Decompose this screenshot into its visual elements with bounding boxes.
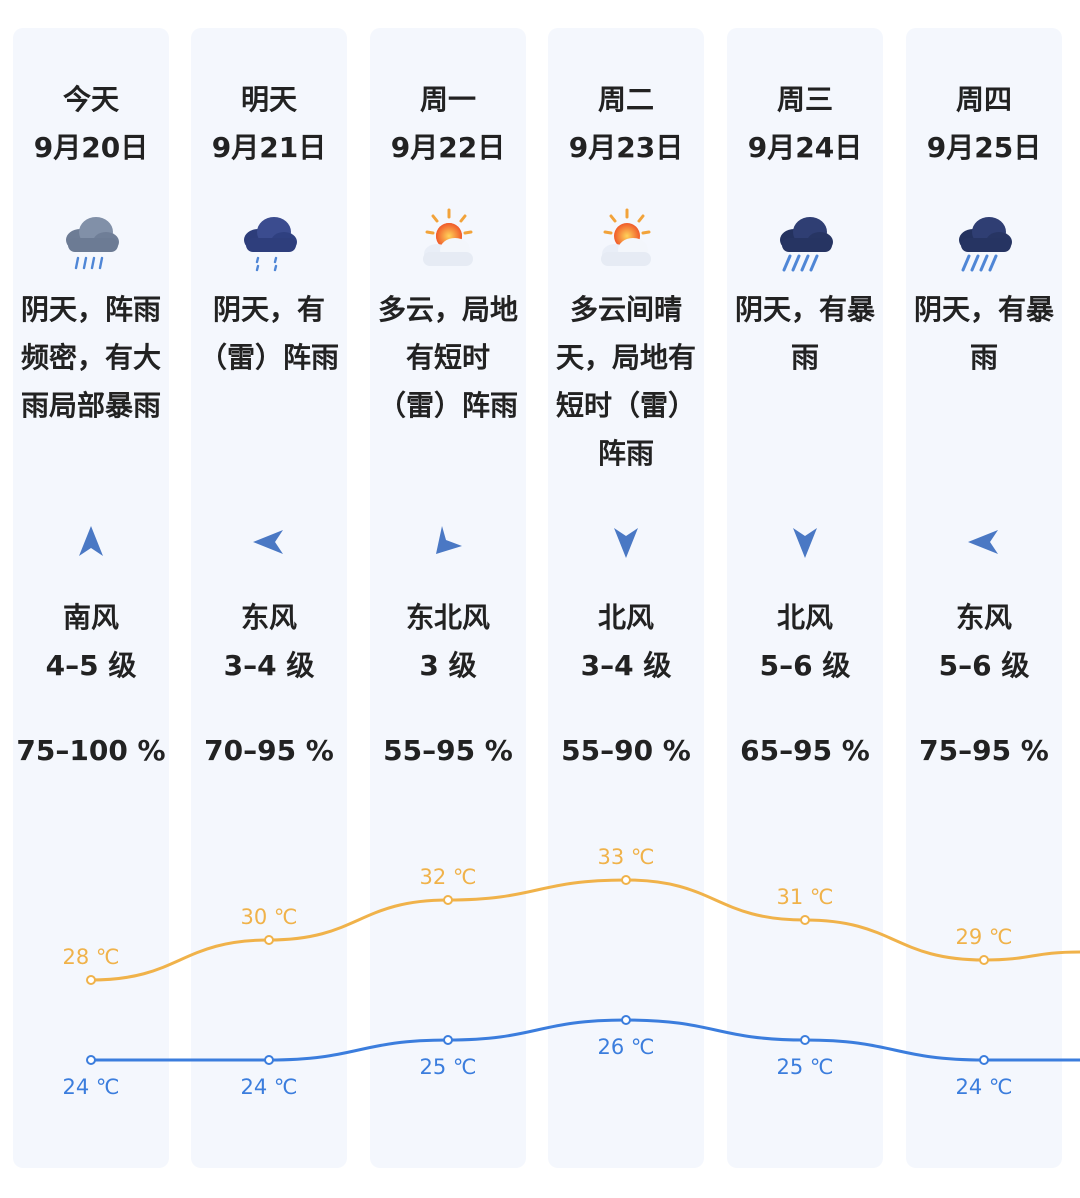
weather-description: 多云间晴 天，局地有 短时（雷） 阵雨 xyxy=(555,293,696,470)
rainstorm-cloud-icon xyxy=(949,206,1019,276)
day-card-0[interactable]: 今天 9月20日 阴天，阵雨 频密，有大 雨局部暴雨 南风 4–5 级 75–1… xyxy=(13,28,169,1168)
west-arrow-icon xyxy=(964,522,1004,562)
day-date: 9月23日 xyxy=(568,131,684,164)
wind-direction: 北风 xyxy=(597,601,654,634)
wind-direction: 南风 xyxy=(62,601,119,634)
wind-level: 3–4 级 xyxy=(580,649,672,682)
humidity-range: 55–90 % xyxy=(561,734,691,767)
wind-level: 3 级 xyxy=(419,649,477,682)
day-name: 周二 xyxy=(597,83,654,116)
humidity-range: 55–95 % xyxy=(383,734,513,767)
day-date: 9月24日 xyxy=(747,131,863,164)
southwest-arrow-icon xyxy=(428,522,468,562)
humidity-range: 75–100 % xyxy=(16,734,166,767)
south-arrow-icon xyxy=(785,522,825,562)
rain-cloud-icon xyxy=(234,206,304,276)
weather-description: 多云，局地 有短时 （雷）阵雨 xyxy=(377,293,518,422)
wind-direction: 北风 xyxy=(776,601,833,634)
wind-direction: 东风 xyxy=(240,601,297,634)
rainstorm-cloud-icon xyxy=(770,206,840,276)
wind-direction: 东风 xyxy=(955,601,1012,634)
weather-description: 阴天，有暴 雨 xyxy=(734,293,875,374)
day-date: 9月25日 xyxy=(926,131,1042,164)
humidity-range: 70–95 % xyxy=(204,734,334,767)
day-date: 9月21日 xyxy=(211,131,327,164)
heavy-rain-cloud-icon xyxy=(56,206,126,276)
day-name: 周一 xyxy=(419,83,476,116)
day-card-5[interactable]: 周四 9月25日 阴天，有暴 雨 东风 5–6 级 75–95 % xyxy=(906,28,1062,1168)
wind-level: 4–5 级 xyxy=(45,649,137,682)
day-name: 周三 xyxy=(776,83,833,116)
day-card-3[interactable]: 周二 9月23日 多云间晴 天，局地有 短时（雷） 阵雨 北风 3–4 级 55… xyxy=(548,28,704,1168)
west-arrow-icon xyxy=(249,522,289,562)
partly-cloudy-sun-icon xyxy=(591,206,661,276)
day-card-4[interactable]: 周三 9月24日 阴天，有暴 雨 北风 5–6 级 65–95 % xyxy=(727,28,883,1168)
wind-level: 3–4 级 xyxy=(223,649,315,682)
wind-level: 5–6 级 xyxy=(938,649,1030,682)
weather-description: 阴天，有暴 雨 xyxy=(913,293,1054,374)
south-arrow-icon xyxy=(606,522,646,562)
weather-description: 阴天，阵雨 频密，有大 雨局部暴雨 xyxy=(20,293,161,422)
day-date: 9月20日 xyxy=(33,131,149,164)
partly-cloudy-sun-icon xyxy=(413,206,483,276)
humidity-range: 75–95 % xyxy=(919,734,1049,767)
day-card-2[interactable]: 周一 9月22日 多云，局地 有短时 （雷）阵雨 东北风 3 级 5 xyxy=(370,28,526,1168)
day-card-1[interactable]: 明天 9月21日 阴天，有 （雷）阵雨 东风 3–4 级 70–95 % xyxy=(191,28,347,1168)
day-name: 明天 xyxy=(240,83,297,116)
north-arrow-icon xyxy=(71,522,111,562)
weather-description: 阴天，有 （雷）阵雨 xyxy=(198,293,339,374)
day-date: 9月22日 xyxy=(390,131,506,164)
wind-level: 5–6 级 xyxy=(759,649,851,682)
day-name: 今天 xyxy=(62,83,119,116)
humidity-range: 65–95 % xyxy=(740,734,870,767)
day-name: 周四 xyxy=(955,83,1012,116)
wind-direction: 东北风 xyxy=(405,601,490,634)
